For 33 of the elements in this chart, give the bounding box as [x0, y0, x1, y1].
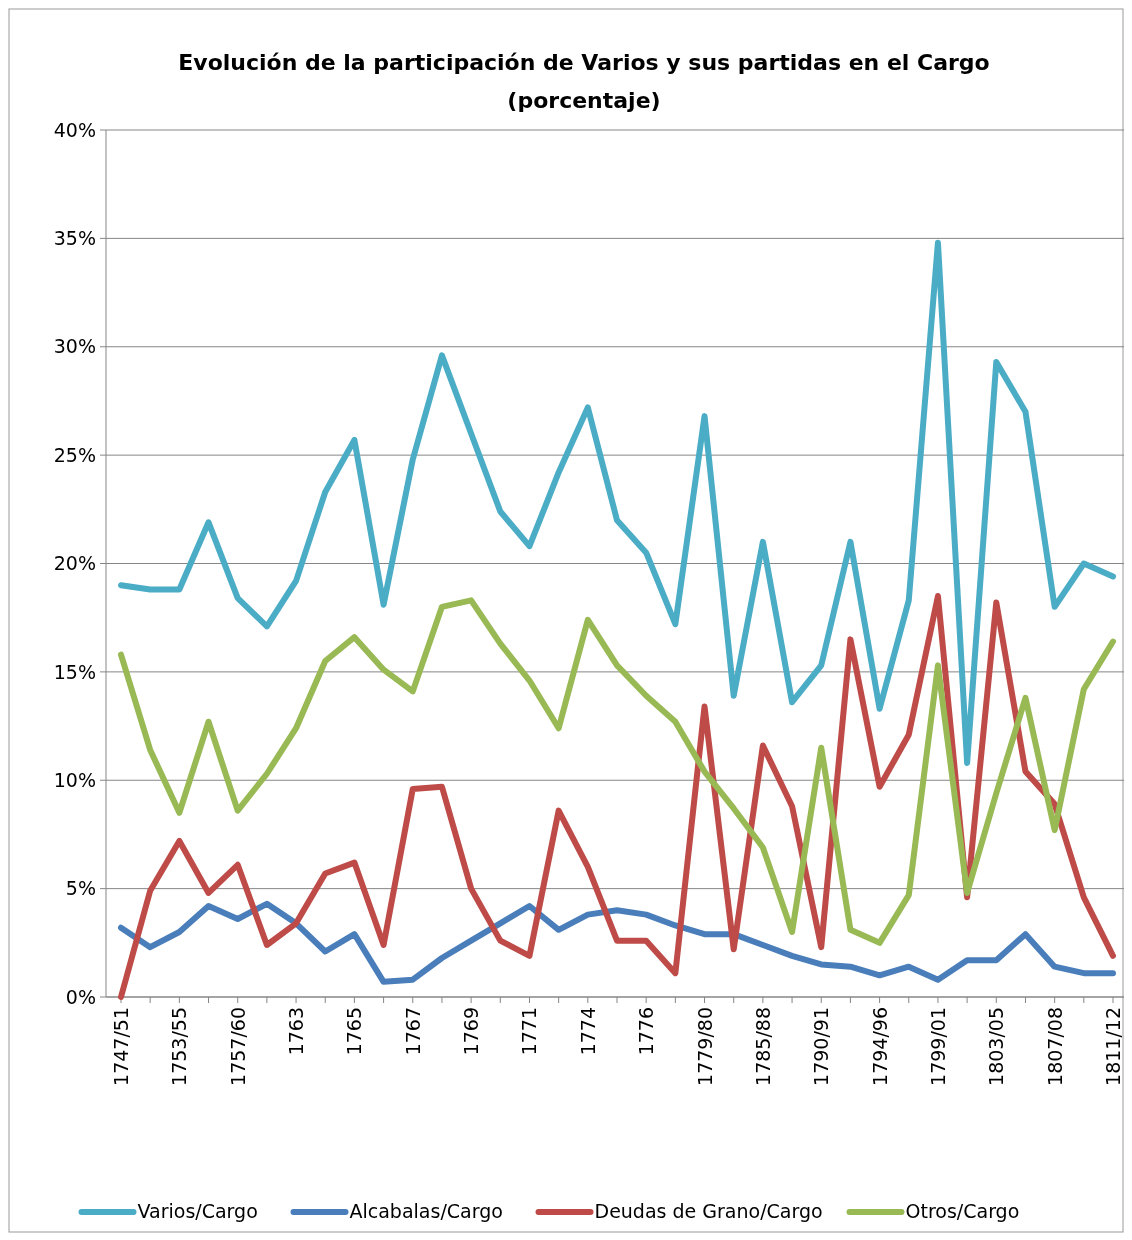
- x-tick-label: 1785/88: [751, 1007, 774, 1086]
- x-tick-label: 1765: [343, 1007, 366, 1056]
- y-tick-label: 10%: [53, 768, 96, 791]
- legend-label: Otros/Cargo: [905, 1200, 1020, 1222]
- y-tick-label: 0%: [65, 985, 96, 1008]
- y-tick-label: 20%: [53, 552, 96, 575]
- legend-label: Alcabalas/Cargo: [349, 1200, 503, 1222]
- y-tick-label: 40%: [53, 118, 96, 141]
- x-tick-label: 1799/01: [926, 1007, 949, 1086]
- x-tick-label: 1767: [401, 1007, 424, 1056]
- legend-label: Deudas de Grano/Cargo: [594, 1200, 823, 1222]
- x-tick-label: 1763: [285, 1007, 308, 1056]
- chart-subtitle: (porcentaje): [507, 88, 661, 113]
- y-tick-label: 25%: [53, 443, 96, 466]
- x-tick-label: 1753/55: [168, 1007, 191, 1086]
- x-tick-label: 1776: [635, 1007, 658, 1056]
- x-tick-label: 1807/08: [1043, 1007, 1066, 1086]
- x-tick-label: 1769: [460, 1007, 483, 1056]
- y-tick-label: 5%: [65, 877, 96, 900]
- x-tick-label: 1779/80: [693, 1007, 716, 1086]
- x-tick-label: 1747/51: [110, 1007, 132, 1086]
- x-tick-label: 1757/60: [226, 1007, 249, 1086]
- chart-title: Evolución de la participación de Varios y sus partidas en el Cargo: [178, 50, 990, 75]
- x-tick-label: 1811/12: [1102, 1007, 1124, 1086]
- legend-label: Varios/Cargo: [137, 1200, 258, 1222]
- x-tick-label: 1774: [576, 1007, 599, 1056]
- x-tick-label: 1771: [518, 1007, 541, 1056]
- x-tick-label: 1803/05: [985, 1007, 1008, 1086]
- x-tick-label: 1794/96: [868, 1007, 891, 1086]
- x-tick-label: 1790/91: [810, 1007, 833, 1086]
- y-tick-label: 35%: [53, 227, 96, 250]
- y-tick-label: 15%: [53, 660, 96, 683]
- y-tick-label: 30%: [53, 335, 96, 358]
